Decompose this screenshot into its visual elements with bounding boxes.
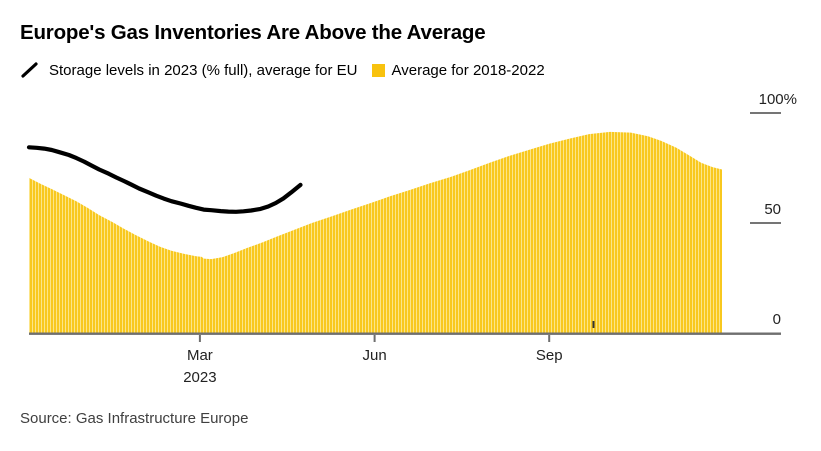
x-tick-year-label: 2023 [183, 369, 216, 386]
y-tick-label: 100% [759, 91, 797, 108]
x-tick-mark [548, 335, 551, 342]
y-ticks: 100% 50 0 [750, 91, 797, 328]
x-tick-label: Sep [536, 347, 563, 364]
x-tick-label: Mar [187, 347, 213, 364]
y-tick-label: 0 [773, 311, 781, 328]
legend-label-storage-2023: Storage levels in 2023 (% full), average… [49, 61, 358, 79]
x-ticks: Mar 2023 Jun Sep [183, 335, 563, 386]
stray-tick-mark [592, 321, 595, 328]
storage-2023-line [26, 145, 303, 214]
chart-title: Europe's Gas Inventories Are Above the A… [20, 21, 486, 44]
area-series-swatch-icon [371, 63, 385, 77]
legend-label-average: Average for 2018-2022 [391, 61, 545, 79]
average-area [29, 131, 722, 333]
legend-item-storage-2023: Storage levels in 2023 (% full), average… [20, 61, 358, 79]
y-tick-mark [750, 222, 781, 224]
x-tick-mark [373, 335, 376, 342]
y-tick-mark [750, 112, 781, 114]
legend: Storage levels in 2023 (% full), average… [20, 61, 545, 79]
legend-item-average: Average for 2018-2022 [371, 61, 545, 79]
source-note: Source: Gas Infrastructure Europe [20, 410, 249, 427]
x-axis-line [29, 332, 781, 335]
line-series-slash-icon [21, 62, 38, 78]
y-tick-label: 50 [764, 201, 781, 218]
x-tick-mark [198, 335, 201, 342]
x-tick-label: Jun [363, 347, 387, 364]
